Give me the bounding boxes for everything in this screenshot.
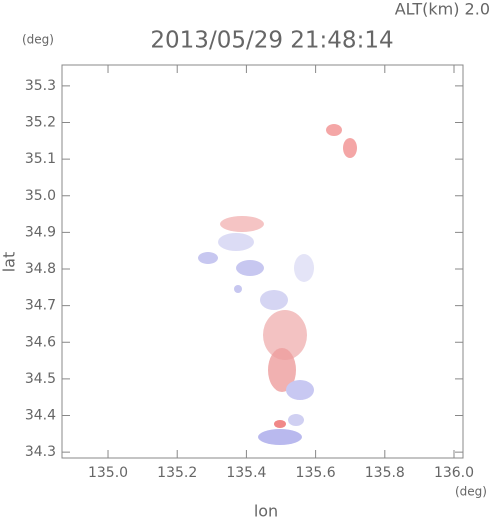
echo [274,420,286,428]
y-tick-label: 35.0 [25,188,56,204]
y-tick-label: 34.9 [25,224,56,240]
x-tick-label: 135.4 [226,465,266,481]
plot-frame [61,64,464,459]
y-tick-label: 34.3 [25,444,56,460]
echo [220,216,264,232]
x-tick-label: 135.0 [88,465,128,481]
echo [218,233,254,251]
echo [343,138,357,158]
echo [286,380,314,400]
echo [268,348,296,392]
altitude: ALT(km) 2.0 [395,0,490,19]
echo [236,260,264,276]
y-tick-label: 34.5 [25,371,56,387]
chart-title: 2013/05/29 21:48:14 [150,28,393,54]
y-tick-label: 35.1 [25,151,56,167]
echo [258,429,302,445]
echo [326,124,342,136]
y-axis-label: lat [0,252,19,273]
x-tick-label: 135.8 [365,465,405,481]
y-tick-label: 35.3 [25,78,56,94]
echo [288,414,304,426]
echo [234,285,242,293]
y-unit: (deg) [22,33,54,47]
y-tick-label: 34.8 [25,261,56,277]
x-unit: (deg) [455,485,487,499]
echo [260,290,288,310]
echo [198,252,218,264]
x-axis-label: lon [254,502,278,521]
x-tick-label: 136.0 [434,465,474,481]
echo [294,254,314,282]
y-tick-label: 34.6 [25,334,56,350]
y-tick-label: 35.2 [25,115,56,131]
y-tick-label: 34.4 [25,408,56,424]
x-tick-label: 135.2 [157,465,197,481]
x-tick-label: 135.6 [296,465,336,481]
y-tick-label: 34.7 [25,298,56,314]
radar-echoes [198,124,357,445]
echo [263,310,307,360]
